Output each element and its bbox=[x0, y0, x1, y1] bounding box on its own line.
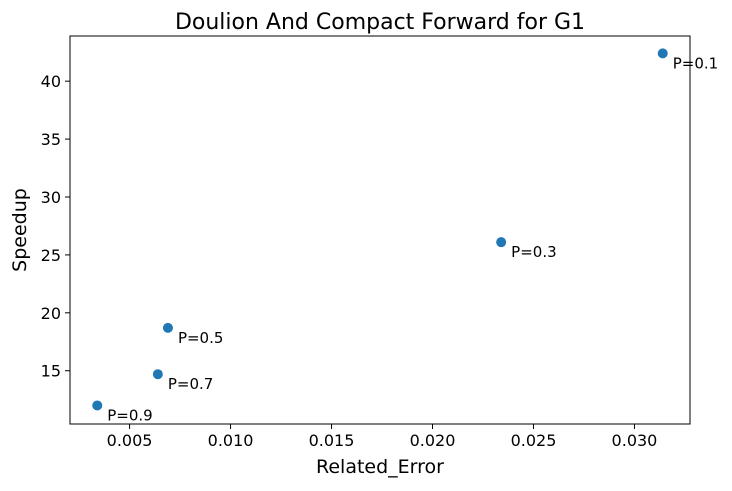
y-tick-label: 30 bbox=[41, 188, 61, 207]
y-axis-label: Speedup bbox=[9, 188, 31, 272]
y-tick-label: 40 bbox=[41, 72, 61, 91]
data-point bbox=[496, 237, 507, 248]
chart-title: Doulion And Compact Forward for G1 bbox=[175, 10, 585, 35]
x-tick-label: 0.010 bbox=[208, 431, 254, 450]
x-tick-label: 0.030 bbox=[612, 431, 658, 450]
x-axis-label: Related_Error bbox=[316, 456, 444, 478]
x-tick-label: 0.005 bbox=[107, 431, 153, 450]
y-tick-label: 25 bbox=[41, 246, 61, 265]
point-label: P=0.7 bbox=[168, 375, 213, 393]
y-tick-label: 15 bbox=[41, 362, 61, 381]
data-point bbox=[92, 400, 103, 411]
y-tick-label: 20 bbox=[41, 304, 61, 323]
data-point bbox=[152, 369, 163, 380]
data-point bbox=[657, 48, 668, 59]
point-label: P=0.5 bbox=[178, 329, 223, 347]
point-label: P=0.3 bbox=[511, 243, 556, 261]
point-label: P=0.9 bbox=[107, 406, 152, 424]
x-tick-label: 0.015 bbox=[309, 431, 355, 450]
plot-area: 0.005 0.010 0.015 0.020 0.025 0.030 15 20 25 30 35… bbox=[41, 35, 718, 450]
axes-frame bbox=[69, 35, 691, 425]
x-tick-label: 0.020 bbox=[410, 431, 456, 450]
x-tick-label: 0.025 bbox=[511, 431, 557, 450]
y-tick-label: 35 bbox=[41, 130, 61, 149]
point-label: P=0.1 bbox=[673, 54, 718, 72]
data-point bbox=[162, 322, 173, 333]
